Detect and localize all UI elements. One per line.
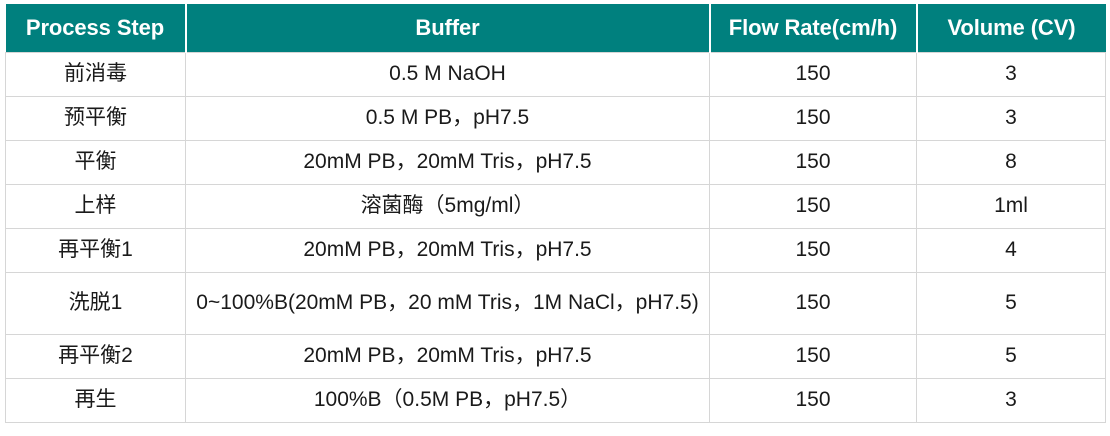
cell-buffer: 0~100%B(20mM PB，20 mM Tris，1M NaCl，pH7.5… <box>185 272 710 335</box>
chromatography-process-table: Process Step Buffer Flow Rate(cm/h) Volu… <box>5 4 1106 423</box>
cell-buffer: 100%B（0.5M PB，pH7.5） <box>185 378 710 423</box>
table-row: 预平衡 0.5 M PB，pH7.5 150 3 <box>5 96 1106 141</box>
cell-volume: 3 <box>916 378 1106 423</box>
column-header-buffer: Buffer <box>184 4 711 53</box>
cell-flow-rate: 150 <box>709 184 917 229</box>
cell-buffer: 20mM PB，20mM Tris，pH7.5 <box>185 228 710 273</box>
cell-volume: 3 <box>916 96 1106 141</box>
column-header-volume: Volume (CV) <box>915 4 1106 53</box>
cell-buffer: 20mM PB，20mM Tris，pH7.5 <box>185 140 710 185</box>
cell-flow-rate: 150 <box>709 140 917 185</box>
cell-flow-rate: 150 <box>709 96 917 141</box>
cell-process-step: 平衡 <box>5 140 186 185</box>
cell-volume: 5 <box>916 272 1106 335</box>
cell-volume: 3 <box>916 52 1106 97</box>
cell-process-step: 预平衡 <box>5 96 186 141</box>
table-row: 上样 溶菌酶（5mg/ml） 150 1ml <box>5 184 1106 229</box>
table-body: 前消毒 0.5 M NaOH 150 3 预平衡 0.5 M PB，pH7.5 … <box>5 52 1106 423</box>
cell-volume: 8 <box>916 140 1106 185</box>
cell-flow-rate: 150 <box>709 52 917 97</box>
table-header: Process Step Buffer Flow Rate(cm/h) Volu… <box>5 4 1106 53</box>
cell-buffer: 0.5 M NaOH <box>185 52 710 97</box>
cell-process-step: 再生 <box>5 378 186 423</box>
table-row: 平衡 20mM PB，20mM Tris，pH7.5 150 8 <box>5 140 1106 185</box>
table-row: 前消毒 0.5 M NaOH 150 3 <box>5 52 1106 97</box>
table-row: 再平衡2 20mM PB，20mM Tris，pH7.5 150 5 <box>5 334 1106 379</box>
cell-buffer: 0.5 M PB，pH7.5 <box>185 96 710 141</box>
column-header-process-step: Process Step <box>5 4 187 53</box>
column-header-flow-rate: Flow Rate(cm/h) <box>708 4 918 53</box>
cell-flow-rate: 150 <box>709 334 917 379</box>
table-header-row: Process Step Buffer Flow Rate(cm/h) Volu… <box>5 4 1106 53</box>
cell-buffer: 20mM PB，20mM Tris，pH7.5 <box>185 334 710 379</box>
cell-process-step: 前消毒 <box>5 52 186 97</box>
table-row: 再平衡1 20mM PB，20mM Tris，pH7.5 150 4 <box>5 228 1106 273</box>
cell-flow-rate: 150 <box>709 272 917 335</box>
cell-process-step: 再平衡2 <box>5 334 186 379</box>
cell-volume: 4 <box>916 228 1106 273</box>
cell-buffer: 溶菌酶（5mg/ml） <box>185 184 710 229</box>
cell-volume: 5 <box>916 334 1106 379</box>
cell-flow-rate: 150 <box>709 228 917 273</box>
cell-volume: 1ml <box>916 184 1106 229</box>
cell-process-step: 再平衡1 <box>5 228 186 273</box>
table-row: 洗脱1 0~100%B(20mM PB，20 mM Tris，1M NaCl，p… <box>5 272 1106 335</box>
cell-flow-rate: 150 <box>709 378 917 423</box>
cell-process-step: 上样 <box>5 184 186 229</box>
table-row: 再生 100%B（0.5M PB，pH7.5） 150 3 <box>5 378 1106 423</box>
cell-process-step: 洗脱1 <box>5 272 186 335</box>
